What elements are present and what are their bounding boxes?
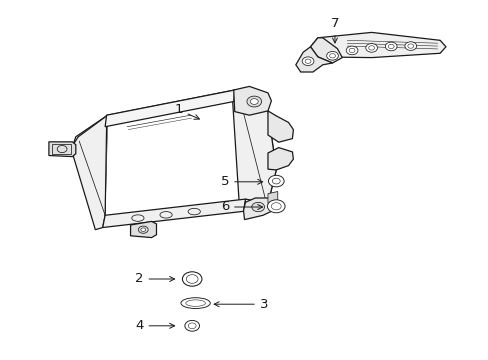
Polygon shape — [105, 90, 234, 127]
Circle shape — [268, 175, 284, 187]
Polygon shape — [130, 221, 156, 238]
Circle shape — [141, 228, 145, 231]
Circle shape — [267, 200, 285, 213]
Polygon shape — [295, 47, 332, 72]
Circle shape — [305, 59, 310, 63]
Polygon shape — [232, 90, 276, 211]
Circle shape — [329, 54, 335, 58]
Text: 4: 4 — [135, 319, 174, 332]
Circle shape — [368, 46, 374, 50]
Circle shape — [385, 42, 396, 51]
Polygon shape — [267, 148, 293, 170]
Text: 3: 3 — [214, 298, 268, 311]
Polygon shape — [49, 142, 76, 157]
Ellipse shape — [185, 300, 205, 306]
Circle shape — [251, 202, 264, 212]
Circle shape — [326, 51, 338, 60]
Text: 2: 2 — [135, 273, 174, 285]
Polygon shape — [310, 32, 445, 58]
Circle shape — [404, 42, 416, 50]
Circle shape — [365, 44, 377, 52]
Circle shape — [182, 272, 202, 286]
Circle shape — [302, 57, 313, 66]
Polygon shape — [243, 198, 274, 220]
Circle shape — [272, 178, 280, 184]
Circle shape — [184, 320, 199, 331]
Text: 5: 5 — [220, 175, 262, 188]
Circle shape — [246, 96, 261, 107]
Polygon shape — [72, 115, 107, 230]
Circle shape — [387, 44, 393, 49]
Circle shape — [138, 226, 148, 233]
Polygon shape — [102, 199, 245, 228]
Polygon shape — [310, 38, 342, 63]
Text: 7: 7 — [330, 17, 339, 43]
Circle shape — [346, 46, 357, 55]
Circle shape — [271, 203, 281, 210]
Polygon shape — [267, 192, 277, 203]
Ellipse shape — [181, 298, 210, 309]
Circle shape — [407, 44, 413, 48]
Circle shape — [250, 99, 258, 104]
Polygon shape — [267, 111, 293, 142]
Text: 6: 6 — [220, 201, 262, 213]
Polygon shape — [72, 90, 276, 228]
Circle shape — [57, 145, 67, 153]
Circle shape — [348, 48, 354, 53]
Circle shape — [186, 275, 198, 283]
Polygon shape — [233, 86, 271, 115]
Circle shape — [188, 323, 196, 329]
Text: 1: 1 — [174, 103, 199, 119]
